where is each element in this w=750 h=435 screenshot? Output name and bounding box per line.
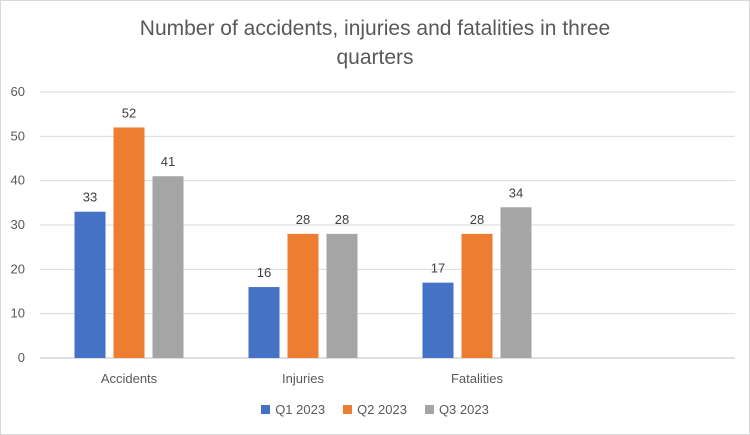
y-tick-label: 30 bbox=[11, 217, 25, 232]
x-tick-label: Injuries bbox=[282, 371, 324, 386]
bar bbox=[461, 233, 493, 358]
y-tick-label: 40 bbox=[11, 173, 25, 188]
legend-item: Q2 2023 bbox=[343, 402, 407, 417]
bar bbox=[287, 233, 319, 358]
data-label: 28 bbox=[296, 212, 310, 227]
legend-label: Q2 2023 bbox=[357, 402, 407, 417]
legend-swatch bbox=[261, 405, 271, 414]
bar bbox=[422, 282, 454, 358]
legend-item: Q1 2023 bbox=[261, 402, 325, 417]
bar bbox=[248, 287, 280, 358]
bar bbox=[74, 211, 106, 358]
bar bbox=[113, 127, 145, 358]
data-label: 34 bbox=[509, 185, 523, 200]
data-label: 28 bbox=[470, 212, 484, 227]
legend-item: Q3 2023 bbox=[424, 402, 489, 417]
legend-label: Q3 2023 bbox=[438, 402, 489, 417]
bar bbox=[152, 176, 184, 358]
chart-title-text: Number of accidents, injuries and fatali… bbox=[139, 17, 611, 69]
x-tick-label: Fatalities bbox=[451, 371, 504, 386]
data-label: 33 bbox=[83, 190, 97, 205]
y-tick-label: 50 bbox=[11, 128, 25, 143]
y-tick-label: 60 bbox=[11, 84, 25, 99]
x-tick-label: Accidents bbox=[101, 371, 158, 386]
data-label: 28 bbox=[335, 212, 349, 227]
legend-swatch bbox=[343, 405, 353, 414]
bar bbox=[326, 233, 358, 358]
data-label: 16 bbox=[257, 265, 271, 280]
legend-swatch bbox=[424, 405, 434, 414]
legend-label: Q1 2023 bbox=[275, 402, 326, 417]
chart-legend: Q1 2023 Q2 2023 Q3 2023 bbox=[0, 402, 750, 417]
data-label: 17 bbox=[431, 261, 445, 276]
data-label: 41 bbox=[161, 154, 175, 169]
y-tick-label: 20 bbox=[11, 261, 25, 276]
chart-title: Number of accidents, injuries and fatali… bbox=[0, 14, 750, 72]
y-tick-label: 10 bbox=[11, 306, 25, 321]
data-label: 52 bbox=[122, 105, 136, 120]
bar bbox=[500, 207, 532, 358]
y-tick-label: 0 bbox=[18, 350, 25, 365]
